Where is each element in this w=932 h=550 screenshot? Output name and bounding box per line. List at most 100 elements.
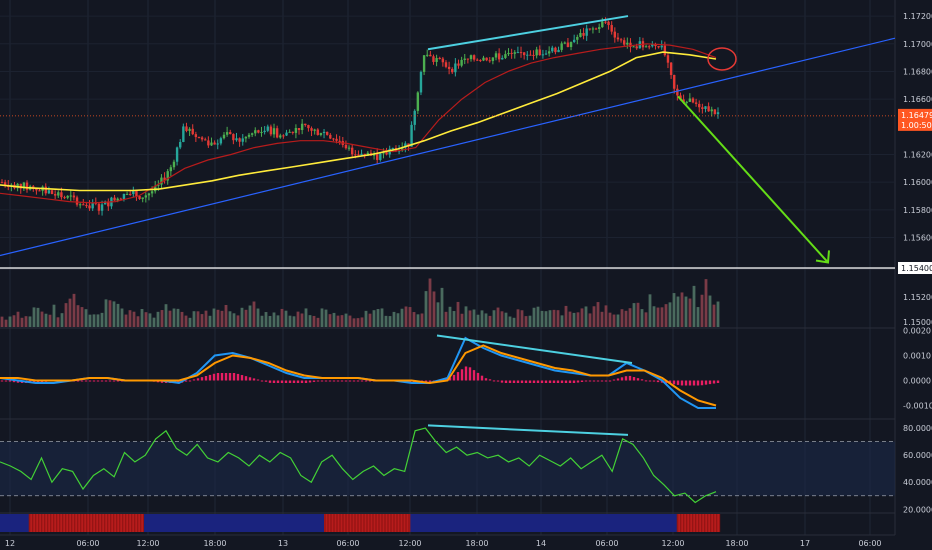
macd-histogram-bar: [692, 380, 696, 386]
candle-body: [257, 130, 260, 133]
macd-histogram-bar: [268, 380, 272, 383]
candle-body: [563, 42, 566, 44]
candle-body: [694, 102, 698, 104]
volume-bar: [528, 315, 532, 327]
macd-histogram-bar: [240, 375, 244, 381]
candle-body: [416, 92, 420, 111]
macd-histogram-bar: [700, 380, 704, 386]
macd-histogram-bar: [224, 373, 228, 381]
volume-bar: [380, 308, 384, 327]
candle-body: [91, 202, 94, 209]
macd-histogram-bar: [468, 367, 472, 381]
candle-body: [38, 190, 41, 192]
candle-body: [597, 27, 601, 30]
time-tick-label: 18:00: [465, 539, 488, 548]
time-tick-label: 14: [536, 539, 546, 548]
volume-bar: [348, 315, 352, 327]
macd-histogram-bar: [564, 380, 568, 383]
candle-body: [404, 143, 407, 148]
volume-bar: [336, 315, 340, 327]
candle-body: [72, 195, 76, 198]
volume-bar: [4, 319, 8, 327]
price-panel[interactable]: [0, 15, 896, 269]
candle-body: [375, 153, 379, 160]
candle-body: [510, 52, 513, 54]
time-tick-label: 12:00: [661, 539, 684, 548]
macd-histogram-bar: [204, 376, 208, 381]
candle-body: [263, 130, 266, 133]
macd-histogram-bar: [4, 380, 8, 382]
volume-tick-label: 1.15200: [903, 293, 932, 302]
volume-bar: [396, 313, 400, 327]
volume-bar: [600, 311, 604, 327]
candle-body: [701, 107, 704, 109]
volume-bar: [504, 312, 508, 327]
volume-bar: [284, 310, 288, 327]
volume-bar: [296, 311, 300, 327]
candle-body: [526, 54, 529, 56]
volume-bar: [32, 307, 36, 327]
candle-body: [354, 154, 357, 156]
volume-bar: [496, 307, 500, 327]
volume-bar: [624, 310, 628, 327]
macd-histogram-bar: [524, 380, 528, 383]
rsi-divergence-line: [427, 424, 629, 436]
candle-body: [429, 54, 432, 57]
candle-body: [344, 144, 348, 149]
volume-bar: [424, 291, 428, 327]
candle-body: [579, 32, 582, 37]
macd-histogram-bar: [8, 380, 12, 382]
macd-histogram-bar: [616, 378, 620, 381]
candle-body: [382, 152, 385, 154]
candle-body: [291, 131, 294, 133]
candle-body: [157, 184, 160, 186]
volume-bar: [488, 315, 492, 327]
volume-bar: [176, 308, 180, 327]
macd-histogram-bar: [712, 380, 716, 384]
trendline: [0, 37, 896, 257]
candle-body: [147, 193, 151, 196]
volume-bar: [480, 310, 484, 327]
candle-body: [3, 182, 7, 185]
macd-histogram-bar: [492, 380, 496, 382]
countdown-label: 1.00:50: [901, 121, 932, 130]
volume-bar: [212, 308, 216, 327]
macd-histogram-bar: [716, 380, 720, 383]
macd-histogram-bar: [708, 380, 712, 385]
candle-body: [316, 129, 319, 135]
macd-histogram-bar: [0, 380, 4, 382]
macd-histogram-bar: [664, 380, 668, 384]
trend-segment-blue: [0, 514, 29, 532]
volume-bar: [300, 313, 304, 327]
candle-body: [660, 45, 663, 48]
trend-segment-blue: [410, 514, 677, 532]
candle-body: [488, 60, 491, 62]
candle-body: [632, 46, 635, 48]
macd-histogram-bar: [548, 380, 552, 383]
macd-histogram-bar: [576, 380, 580, 383]
volume-bar: [492, 310, 496, 327]
volume-bar: [288, 315, 292, 327]
candle-body: [635, 46, 638, 49]
macd-histogram-bar: [332, 380, 336, 382]
volume-bar: [52, 304, 56, 327]
candle-body: [538, 49, 541, 56]
volume-bar: [144, 312, 148, 327]
candle-body: [107, 201, 110, 207]
volume-bar: [360, 317, 364, 327]
ma-fast-line: [0, 43, 717, 204]
volume-bar: [188, 317, 192, 327]
time-tick-label: 12:00: [398, 539, 421, 548]
candle-body: [347, 147, 351, 149]
volume-bar: [536, 306, 540, 327]
volume-bar: [200, 314, 204, 327]
candle-body: [379, 153, 382, 160]
macd-histogram-bar: [304, 380, 308, 383]
macd-histogram-bar: [496, 380, 500, 382]
candle-body: [116, 198, 119, 201]
price-tick-label: 1.16800: [903, 67, 932, 76]
macd-histogram-bar: [452, 374, 456, 381]
candle-body: [22, 182, 26, 189]
